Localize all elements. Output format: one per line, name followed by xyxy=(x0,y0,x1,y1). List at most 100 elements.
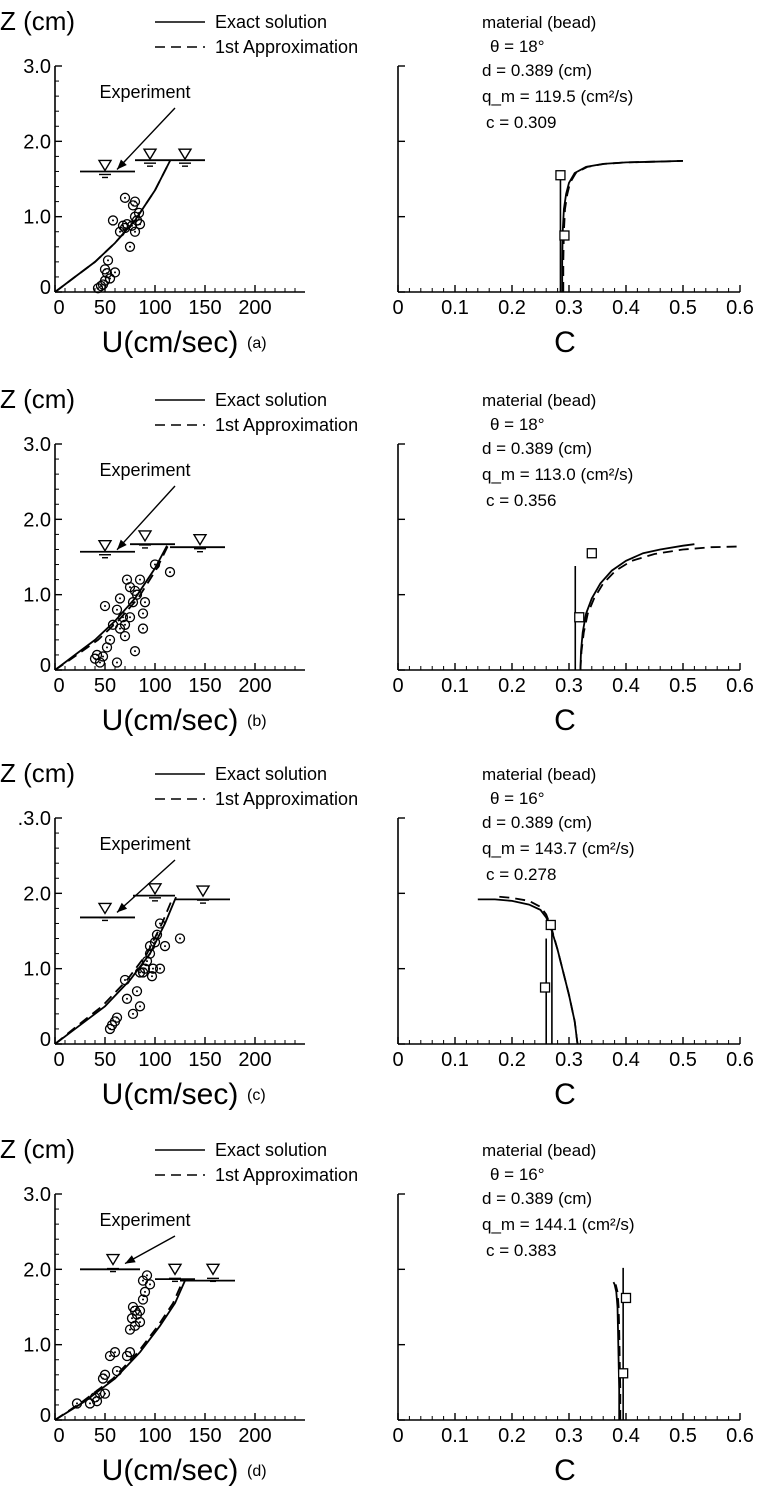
water-level-triangle xyxy=(97,540,113,553)
experiment-point xyxy=(134,1001,146,1012)
param-theta: θ = 16° xyxy=(490,1165,545,1184)
c-tick-label: 0.2 xyxy=(498,297,526,319)
experiment-point-dot xyxy=(114,271,116,274)
y-tick-label: 1.0 xyxy=(23,207,51,229)
experiment-point xyxy=(131,589,143,600)
c-tick-label: 0 xyxy=(392,297,403,319)
c-tick-label: 0.5 xyxy=(669,297,697,319)
experiment-point-dot xyxy=(139,971,141,974)
y-tick-label: .3.0 xyxy=(18,808,51,830)
experiment-point-dot xyxy=(114,1351,116,1354)
experiment-point-dot xyxy=(139,223,141,226)
experiment-point-dot xyxy=(124,623,126,626)
x-tick-label: 150 xyxy=(188,1425,221,1447)
experiment-point-dot xyxy=(96,1400,98,1403)
c-tick-label: 0.4 xyxy=(612,1049,640,1071)
x-tick-label: 50 xyxy=(94,297,116,319)
panel-b: 0 1.0 2.0 3.0 0 50 100 150 200 0 0.1 0.2 0.3 0.4 0.5 0.… xyxy=(0,384,754,737)
experiment-point xyxy=(109,267,121,278)
experiment-point xyxy=(129,646,141,657)
x-tick-label: 150 xyxy=(188,297,221,319)
experiment-point-dot xyxy=(152,967,154,970)
experiment-point-dot xyxy=(116,661,118,664)
y-tick-label: 3.0 xyxy=(23,56,51,78)
param-diameter: d = 0.389 (cm) xyxy=(482,61,592,80)
experiment-point-dot xyxy=(136,593,138,596)
experiment-point-dot xyxy=(134,650,136,653)
x-tick-label: 50 xyxy=(94,1425,116,1447)
c-tick-label: 0.1 xyxy=(441,297,469,319)
param-material: material (bead) xyxy=(482,13,596,32)
experiment-point-dot xyxy=(104,1373,106,1376)
c-tick-label: 0.6 xyxy=(726,297,754,319)
y-tick-label: 3.0 xyxy=(23,434,51,456)
c-tick-label: 0.5 xyxy=(669,1049,697,1071)
experiment-point xyxy=(134,574,146,585)
approximation-line xyxy=(54,896,174,1045)
experiment-point-dot xyxy=(139,1309,141,1312)
experiment-point-dot xyxy=(102,655,104,658)
experiment-point xyxy=(134,1316,146,1328)
c-approximation-line xyxy=(494,895,579,1045)
experiment-point xyxy=(114,593,126,604)
experiment-point xyxy=(139,1286,151,1298)
c-measured-point xyxy=(539,982,551,993)
c-approximation-line xyxy=(579,545,741,671)
experiment-point-dot xyxy=(151,975,153,978)
experiment-point xyxy=(159,940,171,952)
experiment-point-dot xyxy=(112,623,114,626)
experiment-point-dot xyxy=(142,627,144,630)
experiment-point-dot xyxy=(124,196,126,199)
param-theta: θ = 18° xyxy=(490,415,545,434)
c-exact-line xyxy=(612,1281,621,1420)
y-tick-label: 2.0 xyxy=(23,131,51,153)
y-tick-label: 3.0 xyxy=(23,1184,51,1206)
param-qm: q_m = 144.1 (cm²/s) xyxy=(482,1215,635,1234)
experiment-point-dot xyxy=(132,1012,134,1015)
c-measured-point xyxy=(618,1368,629,1379)
y-tick-label: 2.0 xyxy=(23,883,51,905)
u-axis-title: U(cm/sec) xyxy=(102,1454,239,1487)
experiment-point-dot xyxy=(134,200,136,203)
experiment-point xyxy=(146,971,158,982)
experiment-arrowhead xyxy=(117,902,128,913)
c-tick-label: 0.3 xyxy=(555,1049,583,1071)
experiment-point-dot xyxy=(116,1370,118,1373)
experiment-point-dot xyxy=(126,997,128,1000)
legend-exact-label: Exact solution xyxy=(215,12,327,32)
experiment-point-dot xyxy=(129,586,131,589)
param-diameter: d = 0.389 (cm) xyxy=(482,813,592,832)
param-c: c = 0.278 xyxy=(486,865,556,884)
experiment-point-dot xyxy=(122,616,124,619)
experiment-point xyxy=(127,1008,139,1020)
experiment-point-dot xyxy=(156,933,158,936)
experiment-point xyxy=(134,219,146,230)
param-material: material (bead) xyxy=(482,391,596,410)
experiment-point-dot xyxy=(126,578,128,581)
y-tick-label: 0 xyxy=(40,1029,51,1051)
experiment-point xyxy=(94,657,106,668)
experiment-point-dot xyxy=(142,612,144,615)
y-tick-label: 0 xyxy=(40,655,51,677)
experiment-point xyxy=(124,1347,136,1358)
experiment-point xyxy=(119,630,131,642)
c-exact-line xyxy=(561,160,684,292)
experiment-point xyxy=(129,226,141,237)
water-level-triangle xyxy=(142,148,158,161)
param-diameter: d = 0.389 (cm) xyxy=(482,1189,592,1208)
experiment-point xyxy=(111,1365,123,1377)
x-tick-label: 100 xyxy=(138,675,171,697)
experiment-point-dot xyxy=(129,245,131,248)
experiment-point xyxy=(111,604,123,615)
water-level-triangle xyxy=(97,159,113,172)
y-axis-title: Z (cm) xyxy=(0,384,75,414)
u-axis-title: U(cm/sec) xyxy=(102,1078,239,1111)
experiment-point-dot xyxy=(116,608,118,611)
experiment-point xyxy=(109,1347,121,1358)
experiment-point-dot xyxy=(136,990,138,993)
experiment-point xyxy=(119,192,131,203)
param-material: material (bead) xyxy=(482,765,596,784)
c-tick-label: 0.3 xyxy=(555,297,583,319)
experiment-point-dot xyxy=(100,284,102,287)
experiment-point-dot xyxy=(131,224,133,227)
